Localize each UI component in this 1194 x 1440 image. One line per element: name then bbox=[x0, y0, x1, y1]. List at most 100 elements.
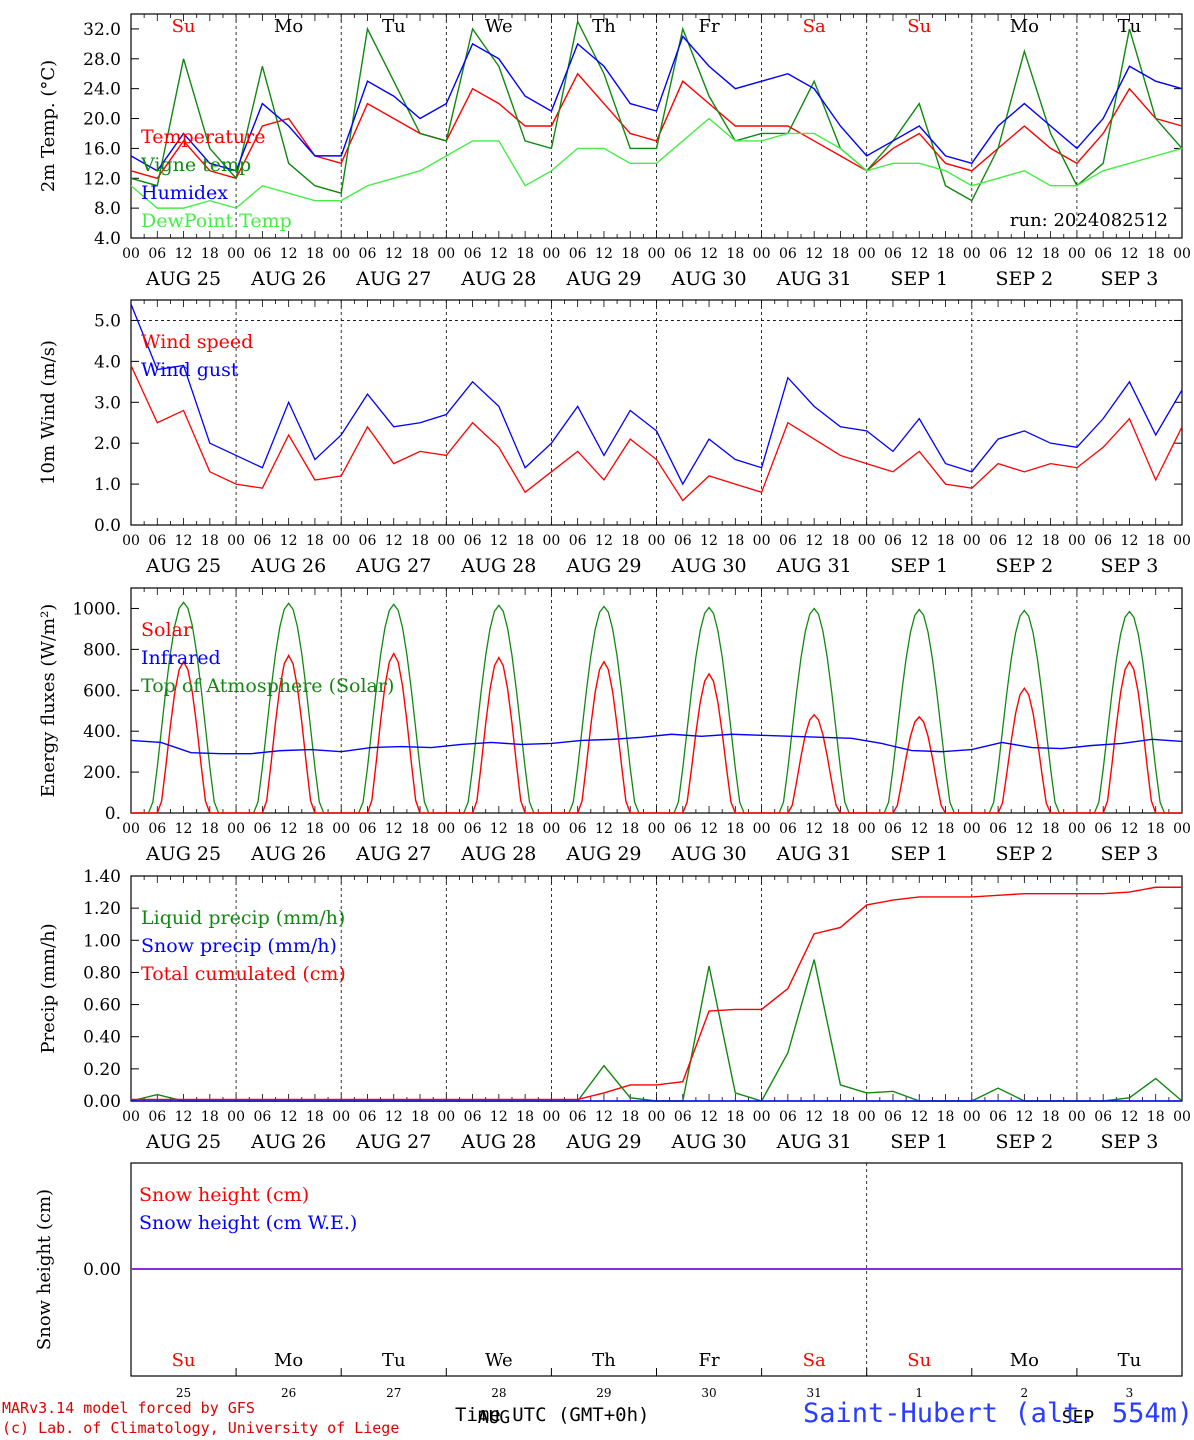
hour-tick-label: 06 bbox=[148, 1109, 166, 1125]
date-label: AUG 29 bbox=[565, 555, 641, 577]
hour-tick-label: 12 bbox=[805, 533, 823, 549]
hour-tick-label: 00 bbox=[858, 1109, 876, 1125]
y-axis-label: Snow height (cm) bbox=[34, 1189, 55, 1350]
run-label: run: 2024082512 bbox=[1010, 210, 1168, 231]
hour-tick-label: 00 bbox=[332, 246, 350, 262]
y-tick-label: 1.40 bbox=[83, 867, 121, 887]
hour-tick-label: 00 bbox=[1068, 246, 1086, 262]
hour-tick-label: 18 bbox=[937, 1109, 955, 1125]
date-label: AUG 31 bbox=[776, 555, 852, 577]
hour-tick-label: 00 bbox=[542, 246, 560, 262]
hour-tick-label: 18 bbox=[1147, 1109, 1165, 1125]
credit-line-2: (c) Lab. of Climatology, University of L… bbox=[2, 1419, 400, 1437]
day-number-label: 25 bbox=[176, 1386, 191, 1400]
y-axis-label: 2m Temp. (°C) bbox=[38, 60, 59, 192]
hour-tick-label: 18 bbox=[937, 821, 955, 837]
weekday-label: Tu bbox=[382, 16, 406, 37]
hour-tick-label: 18 bbox=[1042, 246, 1060, 262]
hour-tick-label: 12 bbox=[700, 533, 718, 549]
hour-tick-label: 06 bbox=[1094, 246, 1112, 262]
hour-tick-label: 18 bbox=[201, 246, 219, 262]
station-title: Saint-Hubert (alt. 554m) bbox=[803, 1398, 1194, 1429]
date-label: SEP 1 bbox=[890, 268, 948, 290]
hour-tick-label: 18 bbox=[937, 246, 955, 262]
hour-tick-label: 12 bbox=[280, 1109, 298, 1125]
series-temperature bbox=[130, 72, 1183, 180]
hour-tick-label: 06 bbox=[1094, 1109, 1112, 1125]
series-wind-speed bbox=[130, 365, 1183, 502]
hour-tick-label: 00 bbox=[227, 1109, 245, 1125]
date-label: AUG 26 bbox=[250, 268, 326, 290]
hour-tick-label: 06 bbox=[1094, 533, 1112, 549]
hour-tick-label: 12 bbox=[175, 1109, 193, 1125]
hour-tick-label: 12 bbox=[910, 1109, 928, 1125]
hour-tick-label: 06 bbox=[148, 533, 166, 549]
hour-tick-label: 06 bbox=[464, 821, 482, 837]
hour-tick-label: 00 bbox=[1173, 1109, 1191, 1125]
hour-tick-label: 06 bbox=[569, 1109, 587, 1125]
hour-tick-label: 06 bbox=[989, 821, 1007, 837]
date-label: AUG 27 bbox=[355, 1131, 431, 1153]
hour-tick-label: 18 bbox=[411, 821, 429, 837]
day-number-label: 29 bbox=[596, 1386, 611, 1400]
hour-tick-label: 18 bbox=[411, 533, 429, 549]
hour-tick-label: 00 bbox=[963, 533, 981, 549]
hour-tick-label: 12 bbox=[805, 1109, 823, 1125]
hour-tick-label: 00 bbox=[332, 1109, 350, 1125]
hour-tick-label: 00 bbox=[1173, 246, 1191, 262]
date-label: AUG 31 bbox=[776, 843, 852, 865]
date-label: AUG 31 bbox=[776, 268, 852, 290]
weekday-label: We bbox=[485, 16, 513, 37]
hour-tick-label: 12 bbox=[1015, 1109, 1033, 1125]
hour-tick-label: 12 bbox=[175, 246, 193, 262]
hour-tick-label: 00 bbox=[858, 246, 876, 262]
weekday-label: Fr bbox=[699, 16, 720, 37]
hour-tick-label: 00 bbox=[753, 821, 771, 837]
hour-tick-label: 12 bbox=[490, 1109, 508, 1125]
date-label: SEP 3 bbox=[1101, 268, 1159, 290]
date-label: AUG 26 bbox=[250, 843, 326, 865]
hour-tick-label: 00 bbox=[648, 533, 666, 549]
day-number-label: 31 bbox=[807, 1386, 822, 1400]
hour-tick-label: 18 bbox=[832, 533, 850, 549]
day-number-label: 26 bbox=[281, 1386, 296, 1400]
y-tick-label: 1.0 bbox=[94, 475, 121, 495]
hour-tick-label: 06 bbox=[989, 246, 1007, 262]
hour-tick-label: 18 bbox=[306, 821, 324, 837]
weekday-label: Su bbox=[172, 1350, 196, 1371]
hour-tick-label: 18 bbox=[516, 533, 534, 549]
hour-tick-label: 00 bbox=[227, 821, 245, 837]
hour-tick-label: 12 bbox=[1015, 821, 1033, 837]
hour-tick-label: 12 bbox=[595, 821, 613, 837]
date-label: AUG 28 bbox=[460, 843, 536, 865]
hour-tick-label: 12 bbox=[490, 533, 508, 549]
hour-tick-label: 12 bbox=[175, 821, 193, 837]
hour-tick-label: 12 bbox=[385, 533, 403, 549]
weekday-label: Th bbox=[592, 1350, 616, 1371]
hour-tick-label: 00 bbox=[542, 533, 560, 549]
date-label: AUG 30 bbox=[670, 1131, 746, 1153]
hour-tick-label: 00 bbox=[122, 533, 140, 549]
date-label: SEP 3 bbox=[1101, 843, 1159, 865]
month-label: SEP bbox=[1062, 1407, 1095, 1428]
hour-tick-label: 06 bbox=[779, 246, 797, 262]
hour-tick-label: 12 bbox=[385, 246, 403, 262]
legend-entry: Snow height (cm W.E.) bbox=[139, 1212, 357, 1234]
hour-tick-label: 06 bbox=[569, 821, 587, 837]
hour-tick-label: 12 bbox=[700, 1109, 718, 1125]
y-tick-label: 20.0 bbox=[83, 110, 121, 130]
hour-tick-label: 18 bbox=[516, 1109, 534, 1125]
hour-tick-label: 06 bbox=[884, 1109, 902, 1125]
hour-tick-label: 18 bbox=[621, 821, 639, 837]
legend-entry: Liquid precip (mm/h) bbox=[141, 907, 345, 929]
y-tick-label: 4.0 bbox=[94, 229, 121, 249]
y-tick-label: 1.00 bbox=[83, 931, 121, 951]
weekday-label: Su bbox=[907, 16, 931, 37]
weekday-label: Th bbox=[592, 16, 616, 37]
legend-entry: Snow precip (mm/h) bbox=[141, 935, 337, 957]
legend-entry: Vigne temp bbox=[140, 154, 251, 176]
hour-tick-label: 12 bbox=[910, 246, 928, 262]
hour-tick-label: 12 bbox=[700, 821, 718, 837]
date-label: AUG 30 bbox=[670, 843, 746, 865]
